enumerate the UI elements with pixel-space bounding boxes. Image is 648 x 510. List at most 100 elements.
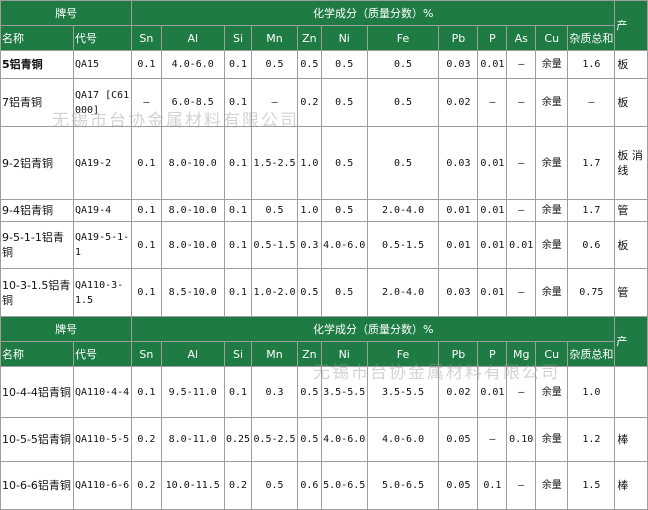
composition-value: – xyxy=(567,78,616,127)
composition-value: 0.1 xyxy=(223,221,253,269)
element-header: Mg xyxy=(506,341,537,367)
header-row-elements: 名称 代号 Sn Al Si Mn Zn Ni Fe Pb P As Cu 杂质总和 xyxy=(0,25,648,51)
application-value: 板 xyxy=(614,50,648,79)
composition-value: 0.5 xyxy=(296,366,322,418)
alloy-name: 10-5-5铝青铜 xyxy=(0,417,74,462)
composition-value: 1.6 xyxy=(567,50,616,79)
composition-value: 1.0-2.0 xyxy=(251,268,298,317)
composition-value: 0.03 xyxy=(438,50,479,79)
composition-value: 0.5 xyxy=(296,417,322,462)
composition-value: 0.1 xyxy=(131,268,162,317)
element-header: As xyxy=(506,25,537,51)
composition-value: 余量 xyxy=(535,268,569,317)
composition-header: 化学成分（质量分数）% xyxy=(131,0,616,26)
composition-value: 4.0-6.0 xyxy=(366,417,440,462)
code-header: 代号 xyxy=(72,341,133,367)
application-value: 管 xyxy=(614,199,648,222)
application-header: 产 xyxy=(614,0,648,51)
composition-value: 0.1 xyxy=(223,199,253,222)
composition-value: 0.25 xyxy=(223,417,253,462)
composition-value: 0.03 xyxy=(438,126,479,200)
composition-value: 余量 xyxy=(535,199,569,222)
composition-value: 0.1 xyxy=(131,221,162,269)
alloy-name: 9-5-1-1铝青铜 xyxy=(0,221,74,269)
table-row: 10-5-5铝青铜 QA110-5-5 0.2 8.0-11.0 0.25 0.5-2.5… xyxy=(0,417,648,462)
element-header: Mn xyxy=(251,25,298,51)
element-header: Al xyxy=(160,341,225,367)
composition-value: 1.7 xyxy=(567,199,616,222)
composition-value: 2.0-4.0 xyxy=(366,199,440,222)
alloy-code: QA19-4 xyxy=(72,199,133,222)
table-row: 10-3-1.5铝青铜 QA110-3-1.5 0.1 8.5-10.0 0.1 1.0-… xyxy=(0,268,648,317)
element-header: Mn xyxy=(251,341,298,367)
table-row: 9-2铝青铜 QA19-2 0.1 8.0-10.0 0.1 1.5-2.5 1.0 0.5 0… xyxy=(0,126,648,200)
composition-value: 0.1 xyxy=(131,366,162,418)
composition-value: 0.10 xyxy=(506,417,537,462)
composition-value: 0.01 xyxy=(438,221,479,269)
composition-value: 0.5 xyxy=(366,50,440,79)
composition-value: 2.0-4.0 xyxy=(366,268,440,317)
composition-value: – xyxy=(506,461,537,510)
composition-value: 0.05 xyxy=(438,417,479,462)
element-header: P xyxy=(477,25,508,51)
element-header: Sn xyxy=(131,25,162,51)
element-header: Zn xyxy=(296,25,322,51)
alloy-name: 10-3-1.5铝青铜 xyxy=(0,268,74,317)
composition-value: 0.3 xyxy=(296,221,322,269)
composition-value: 0.6 xyxy=(567,221,616,269)
name-header: 名称 xyxy=(0,25,74,51)
grade-header: 牌号 xyxy=(0,316,133,342)
composition-value: 0.01 xyxy=(477,366,508,418)
composition-value: 0.2 xyxy=(131,461,162,510)
composition-value: 0.1 xyxy=(223,50,253,79)
composition-value: 4.0-6.0 xyxy=(160,50,225,79)
composition-value: 0.01 xyxy=(438,199,479,222)
composition-value: 1.5 xyxy=(567,461,616,510)
application-value: 板 xyxy=(614,78,648,127)
composition-value: 1.0 xyxy=(296,126,322,200)
composition-value: 8.0-10.0 xyxy=(160,126,225,200)
application-value: 管 xyxy=(614,268,648,317)
application-value: 板 xyxy=(614,221,648,269)
table-row: 7铝青铜 QA17 [C61000] –6.0-8.5 0.1–0.2 0.5 0.5 0.… xyxy=(0,78,648,127)
composition-value: 0.1 xyxy=(477,461,508,510)
composition-value: 8.5-10.0 xyxy=(160,268,225,317)
composition-value: 3.5-5.5 xyxy=(320,366,368,418)
application-value xyxy=(614,366,648,418)
composition-value: – xyxy=(506,126,537,200)
composition-value: 0.01 xyxy=(477,221,508,269)
composition-value: 0.1 xyxy=(223,366,253,418)
composition-value: 1.0 xyxy=(296,199,322,222)
composition-value: 0.5 xyxy=(296,50,322,79)
application-value: 棒 xyxy=(614,461,648,510)
composition-value: 3.5-5.5 xyxy=(366,366,440,418)
header-row-grade: 牌号 化学成分（质量分数）% 产 xyxy=(0,316,648,367)
table-row: 10-6-6铝青铜 QA110-6-6 0.2 10.0-11.5 0.2 0.5 0.6 5… xyxy=(0,461,648,510)
composition-value: – xyxy=(477,417,508,462)
alloy-code: QA110-5-5 xyxy=(72,417,133,462)
composition-value: 1.5-2.5 xyxy=(251,126,298,200)
composition-value: 0.5 xyxy=(366,126,440,200)
composition-header: 化学成分（质量分数）% xyxy=(131,316,616,342)
composition-value: 余量 xyxy=(535,366,569,418)
composition-value: 0.5 xyxy=(320,126,368,200)
composition-value: – xyxy=(477,78,508,127)
composition-value: 8.0-10.0 xyxy=(160,221,225,269)
element-header: Ni xyxy=(320,341,368,367)
table-row: 10-4-4铝青铜 QA110-4-4 0.1 9.5-11.0 0.1 0.3 0.5 3.… xyxy=(0,366,648,418)
composition-value: 0.3 xyxy=(251,366,298,418)
alloy-name: 9-4铝青铜 xyxy=(0,199,74,222)
composition-value: 0.5 xyxy=(251,199,298,222)
composition-value: 0.5-1.5 xyxy=(366,221,440,269)
element-header: Si xyxy=(223,25,253,51)
alloy-code: QA110-4-4 xyxy=(72,366,133,418)
composition-value: 0.5 xyxy=(320,78,368,127)
composition-value: 8.0-10.0 xyxy=(160,199,225,222)
composition-value: 0.01 xyxy=(477,50,508,79)
table-row: 5铝青铜 QA15 0.1 4.0-6.0 0.1 0.5 0.5 0.5 0.5 0.03 0.0… xyxy=(0,50,648,79)
composition-value: 0.1 xyxy=(131,199,162,222)
composition-value: 余量 xyxy=(535,461,569,510)
composition-value: 10.0-11.5 xyxy=(160,461,225,510)
composition-value: 0.1 xyxy=(223,126,253,200)
